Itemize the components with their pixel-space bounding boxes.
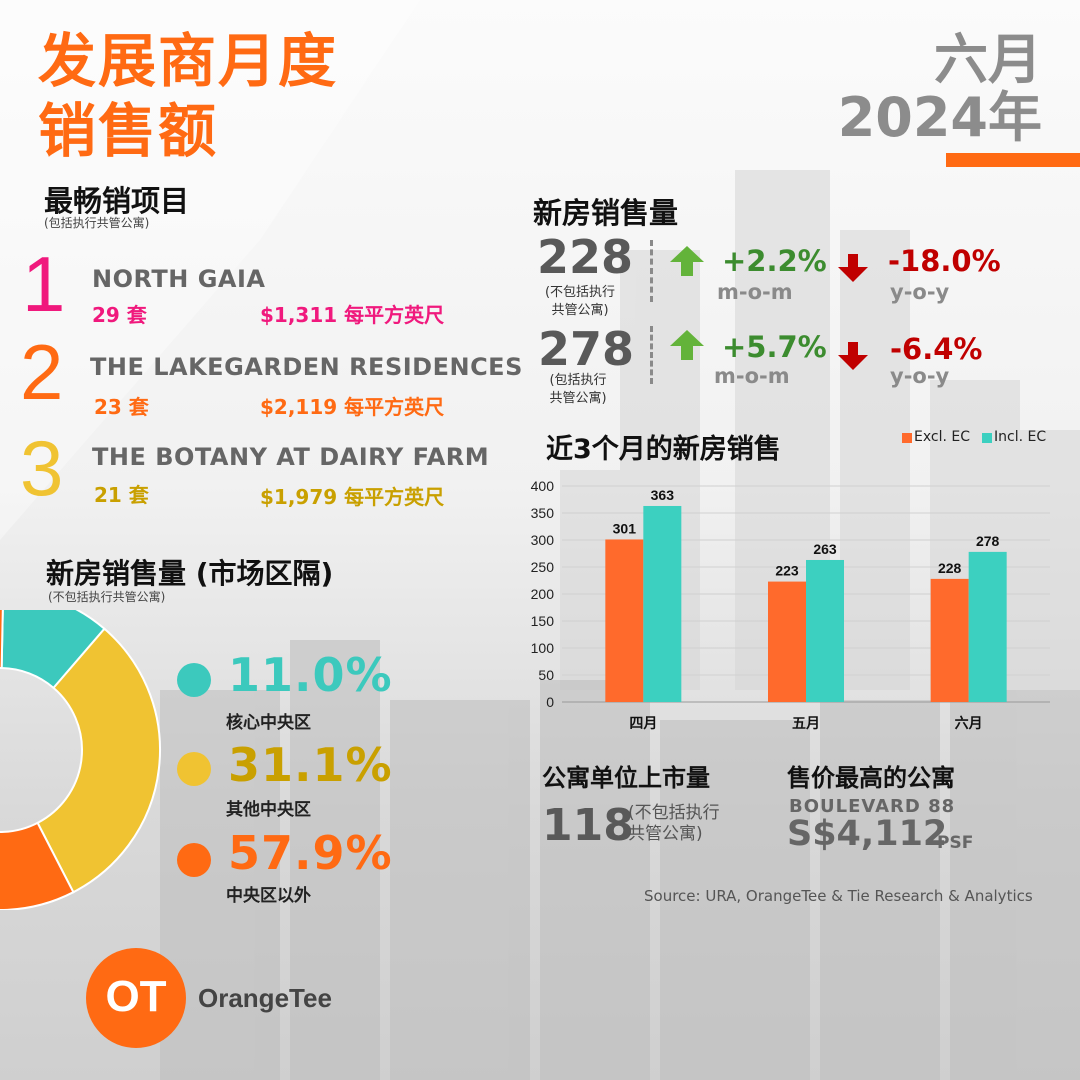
rank-2-project-name: THE LAKEGARDEN RESIDENCES: [90, 353, 523, 381]
rank-2-units: 23 套: [94, 395, 149, 419]
launches-value: 118: [542, 800, 634, 851]
arrow-down-icon: [838, 254, 868, 282]
market-segment-donut-chart: [0, 610, 161, 910]
legend-label-incl-ec: Incl. EC: [994, 429, 1047, 445]
y-tick-label: 100: [531, 640, 555, 656]
x-tick-label: 四月: [629, 716, 657, 732]
bar-value-label: 301: [613, 520, 637, 536]
bar-value-label: 223: [775, 563, 799, 579]
segment-ocr-pct: 57.9%: [228, 826, 393, 880]
x-tick-label: 六月: [955, 715, 983, 732]
rank-3-units: 21 套: [94, 483, 149, 507]
y-tick-label: 300: [531, 532, 555, 548]
sales-incl-ec-note: (包括执行 共管公寓): [549, 373, 607, 406]
rank-1-project-name: NORTH GAIA: [92, 265, 266, 293]
rank-3-number: 3: [20, 424, 64, 512]
sales-excl-ec-yoy: -18.0%: [888, 244, 1001, 278]
bar-incl-ec: [806, 559, 844, 702]
segments-heading: 新房销售量 (市场区隔): [46, 557, 334, 590]
bar-value-label: 263: [813, 541, 837, 557]
year-label: 2024年: [837, 86, 1042, 149]
y-tick-label: 200: [531, 586, 555, 602]
rank-2-price: $2,119 每平方英尺: [260, 395, 445, 419]
bar-excl-ec: [605, 539, 644, 702]
segment-ccr-pct: 11.0%: [228, 648, 393, 702]
source-note: Source: URA, OrangeTee & Tie Research & …: [644, 887, 1033, 905]
y-tick-label: 400: [531, 478, 555, 494]
arrow-down-icon: [838, 342, 868, 370]
bar-value-label: 363: [651, 487, 675, 503]
bar-value-label: 228: [938, 560, 962, 576]
x-tick-label: 五月: [792, 716, 820, 732]
sales-bar-chart: 0 50 100 150 200 250 300 350 400 301 363 四月 223 263 五月…: [531, 478, 1050, 732]
bar-value-label: 278: [976, 533, 1000, 549]
y-tick-label: 150: [531, 613, 555, 629]
orangetee-logo-icon: OT: [86, 948, 186, 1048]
yoy-label: y-o-y: [890, 364, 950, 388]
segment-rcr-label: 其他中央区: [226, 800, 311, 820]
donut-slice-ocr: [0, 610, 75, 910]
logo-mark: OT: [105, 972, 167, 1021]
bar-excl-ec: [930, 578, 969, 702]
sales-excl-ec-note: (不包括执行 共管公寓): [544, 285, 616, 318]
yoy-label: y-o-y: [890, 280, 950, 304]
legend-swatch-excl-ec: [902, 433, 912, 443]
sales-incl-ec-mom: +5.7%: [722, 330, 827, 364]
sales-excl-ec-mom: +2.2%: [722, 244, 827, 278]
rank-3-project-name: THE BOTANY AT DAIRY FARM: [92, 443, 490, 471]
y-tick-label: 0: [546, 694, 554, 710]
segment-rcr-pct: 31.1%: [228, 738, 393, 792]
mom-label: m-o-m: [714, 364, 790, 388]
arrow-up-icon: [670, 246, 704, 276]
header-accent-bar: [946, 153, 1080, 167]
page-title-line2: 销售额: [38, 97, 219, 165]
page-title-line1: 发展商月度: [38, 27, 339, 95]
segment-ccr-label: 核心中央区: [226, 713, 311, 733]
segments-note: (不包括执行共管公寓): [48, 590, 166, 604]
segment-ocr-dot: [177, 843, 211, 877]
rank-1-units: 29 套: [92, 303, 147, 327]
launches-heading: 公寓单位上市量: [542, 764, 710, 792]
bar-incl-ec: [968, 551, 1007, 702]
top-price-unit: PSF: [937, 833, 974, 853]
launches-note: (不包括执行 共管公寓): [628, 803, 720, 844]
rank-3-price: $1,979 每平方英尺: [260, 485, 445, 509]
sales-excl-ec-value: 228: [537, 230, 634, 284]
top-projects-heading: 最畅销项目: [44, 184, 190, 218]
legend-swatch-incl-ec: [982, 433, 992, 443]
segment-ocr-label: 中央区以外: [226, 886, 311, 906]
sales-incl-ec-yoy: -6.4%: [890, 332, 983, 366]
segment-rcr-dot: [177, 752, 211, 786]
new-sales-heading: 新房销售量: [533, 196, 679, 230]
sales-incl-ec-value: 278: [538, 322, 635, 376]
donut-slice-rcr: [36, 627, 161, 894]
y-tick-label: 50: [538, 667, 554, 683]
divider: [650, 326, 653, 384]
y-tick-label: 250: [531, 559, 555, 575]
segment-ccr-dot: [177, 663, 211, 697]
month-label: 六月: [934, 28, 1042, 91]
rank-1-price: $1,311 每平方英尺: [260, 303, 445, 327]
rank-2-number: 2: [20, 328, 64, 416]
y-tick-label: 350: [531, 505, 555, 521]
rank-1-number: 1: [22, 240, 66, 328]
divider: [650, 240, 653, 302]
top-price-project: BOULEVARD 88: [789, 796, 956, 817]
bar-incl-ec: [643, 505, 682, 702]
legend-label-excl-ec: Excl. EC: [914, 429, 970, 445]
chart-title: 近3个月的新房销售: [546, 434, 781, 465]
top-price-heading: 售价最高的公寓: [787, 764, 955, 792]
mom-label: m-o-m: [717, 280, 793, 304]
top-price-value: S$4,112: [787, 814, 948, 854]
arrow-up-icon: [670, 330, 704, 360]
top-projects-note: (包括执行共管公寓): [44, 216, 150, 230]
bar-excl-ec: [768, 581, 806, 702]
logo-name: OrangeTee: [198, 983, 332, 1013]
